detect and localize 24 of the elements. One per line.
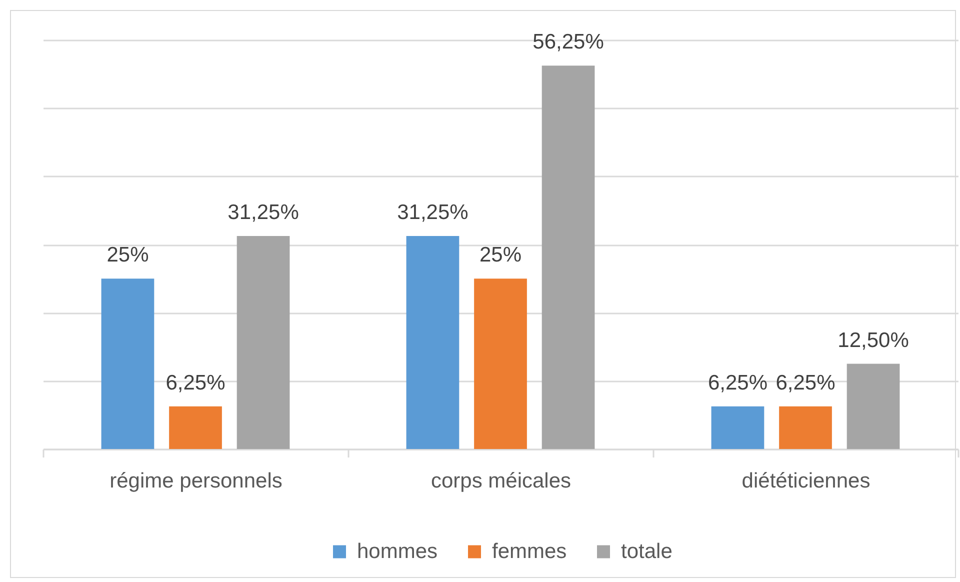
x-tick-label: diététiciennes: [742, 470, 870, 492]
bar: [236, 236, 290, 449]
legend-label: femmes: [492, 540, 567, 563]
data-label: 6,25%: [166, 371, 226, 394]
x-tick-label: corps méicales: [430, 470, 572, 492]
data-label: 6,25%: [776, 371, 836, 394]
bar: [711, 406, 764, 449]
data-label: 25%: [106, 244, 149, 267]
data-label: 25%: [479, 244, 522, 267]
data-label: 56,25%: [532, 30, 604, 54]
x-tick-label: régime personnels: [110, 470, 282, 492]
bar: [474, 278, 527, 449]
bar: [542, 66, 595, 449]
legend-label: hommes: [357, 540, 438, 563]
data-label: 31,25%: [228, 200, 299, 224]
bar: [101, 278, 154, 449]
data-label: 6,25%: [708, 371, 768, 394]
bar: [406, 236, 460, 449]
bar: [779, 406, 832, 449]
bar: [169, 406, 222, 449]
data-label: 31,25%: [397, 200, 468, 224]
legend-label: totale: [621, 540, 672, 563]
data-label: 12,50%: [838, 328, 909, 352]
bar: [846, 364, 900, 449]
